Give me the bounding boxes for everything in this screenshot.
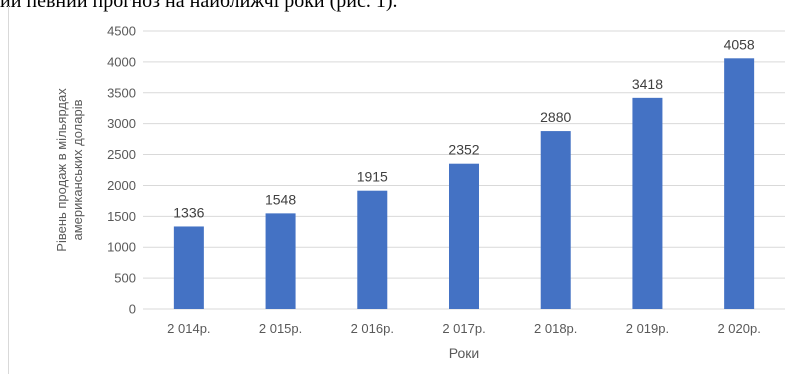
y-tick-label: 3000 — [107, 116, 136, 131]
y-axis-ticks: 0 500 1000 1500 2000 2500 3000 3500 4000 4500 — [107, 24, 136, 317]
chart-frame — [8, 6, 802, 374]
y-tick-label: 2500 — [107, 147, 136, 162]
y-tick-label: 3500 — [107, 85, 136, 100]
x-tick-label: 2 018р. — [534, 321, 577, 336]
intro-text: ий певний прогноз на найближчі роки (рис… — [0, 0, 398, 12]
data-label: 1548 — [265, 191, 296, 207]
y-tick-label: 0 — [129, 302, 136, 317]
x-axis-title: Роки — [449, 345, 479, 361]
y-tick-label: 4500 — [107, 24, 136, 39]
y-tick-label: 1500 — [107, 209, 136, 224]
y-axis-title-line: американських доларів — [70, 99, 85, 240]
bars — [173, 58, 755, 309]
data-label: 3418 — [632, 76, 663, 92]
x-tick-label: 2 014р. — [167, 321, 210, 336]
data-label: 2352 — [448, 142, 479, 158]
x-tick-label: 2 017р. — [442, 321, 485, 336]
x-tick-label: 2 015р. — [259, 321, 302, 336]
y-tick-label: 1000 — [107, 240, 136, 255]
x-axis-ticks: 2 014р. 2 015р. 2 016р. 2 017р. 2 018р. 2 019… — [167, 321, 761, 336]
y-tick-label: 2000 — [107, 178, 136, 193]
bar — [173, 226, 204, 309]
bar — [632, 97, 663, 309]
bar — [540, 131, 571, 309]
data-label: 2880 — [540, 109, 571, 125]
bar — [724, 58, 755, 309]
bar — [265, 213, 296, 309]
bar — [357, 190, 388, 309]
x-tick-label: 2 016р. — [351, 321, 394, 336]
x-tick-label: 2 019р. — [626, 321, 669, 336]
data-labels: 1336 1548 1915 2352 2880 3418 4058 — [173, 36, 755, 220]
y-tick-label: 500 — [114, 271, 136, 286]
y-tick-label: 4000 — [107, 54, 136, 69]
y-axis-title: Рівень продаж в мільярдахамериканських д… — [54, 88, 85, 252]
y-axis-title-line: Рівень продаж в мільярдах — [54, 88, 69, 252]
data-label: 1336 — [173, 204, 204, 220]
data-label: 1915 — [357, 169, 388, 185]
bar — [449, 163, 479, 309]
data-label: 4058 — [724, 36, 755, 52]
x-tick-label: 2 020р. — [717, 321, 760, 336]
